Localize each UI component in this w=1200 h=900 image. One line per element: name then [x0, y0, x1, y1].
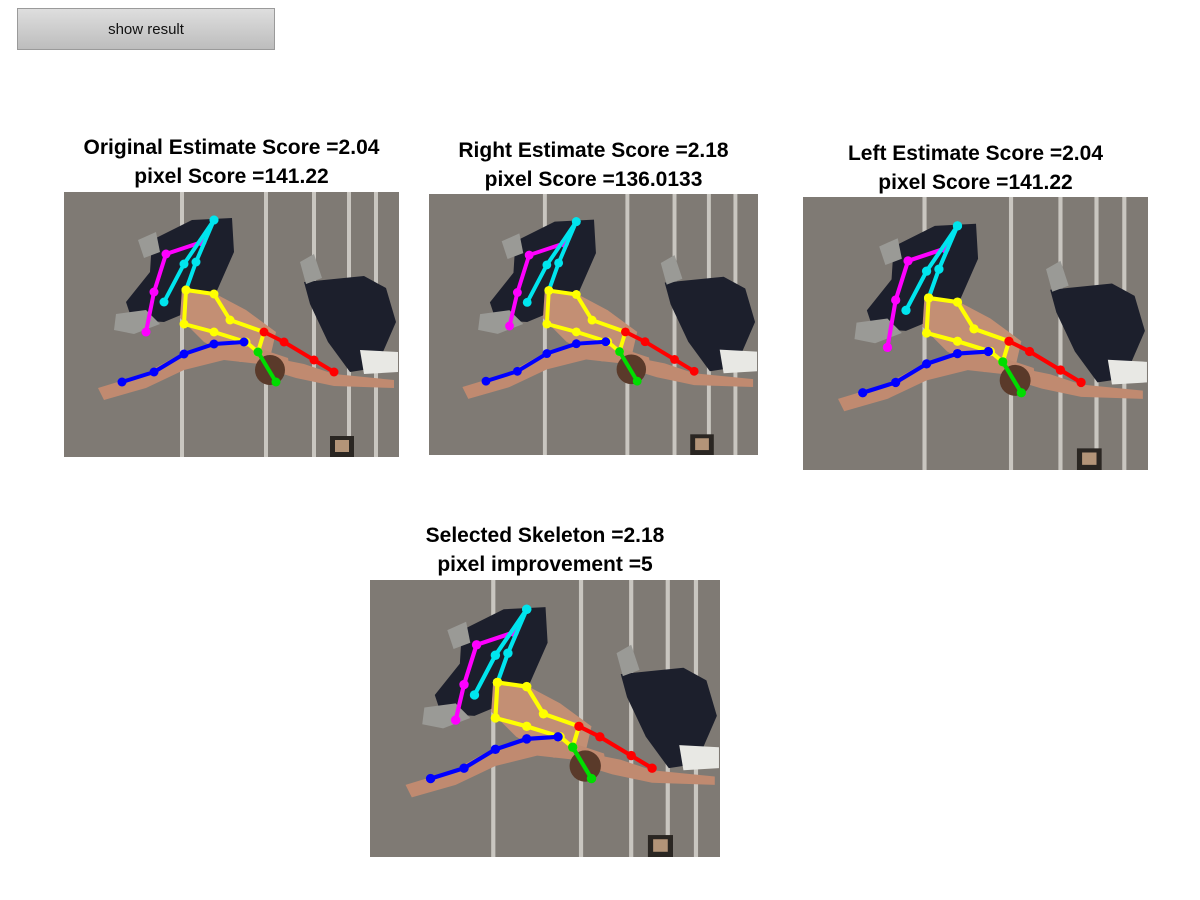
photo-with-pose-overlay: [64, 192, 399, 457]
selected-skeleton-panel: Selected Skeleton =2.18 pixel improvemen…: [370, 521, 720, 857]
right-estimate-image: [429, 194, 758, 455]
right-estimate-score-title: Right Estimate Score =2.18: [458, 139, 729, 162]
selected-skeleton-title: Selected Skeleton =2.18: [425, 524, 665, 547]
right-estimate-panel: Right Estimate Score =2.18 pixel Score =…: [429, 136, 758, 455]
left-pixel-score-title: pixel Score =141.22: [878, 171, 1073, 194]
original-estimate-panel: Original Estimate Score =2.04 pixel Scor…: [64, 133, 399, 457]
photo-with-pose-overlay: [429, 194, 758, 455]
left-estimate-image: [803, 197, 1148, 470]
right-pixel-score-title: pixel Score =136.0133: [484, 168, 703, 191]
original-estimate-image: [64, 192, 399, 457]
photo-with-pose-overlay: [803, 197, 1148, 470]
original-pixel-score-title: pixel Score =141.22: [134, 165, 329, 188]
selected-skeleton-image: [370, 580, 720, 857]
left-estimate-panel: Left Estimate Score =2.04 pixel Score =1…: [803, 139, 1148, 470]
photo-with-pose-overlay: [370, 580, 720, 857]
left-estimate-score-title: Left Estimate Score =2.04: [847, 142, 1104, 165]
original-estimate-score-title: Original Estimate Score =2.04: [83, 136, 380, 159]
show-result-button[interactable]: show result: [17, 8, 275, 50]
pixel-improvement-title: pixel improvement =5: [437, 553, 653, 576]
